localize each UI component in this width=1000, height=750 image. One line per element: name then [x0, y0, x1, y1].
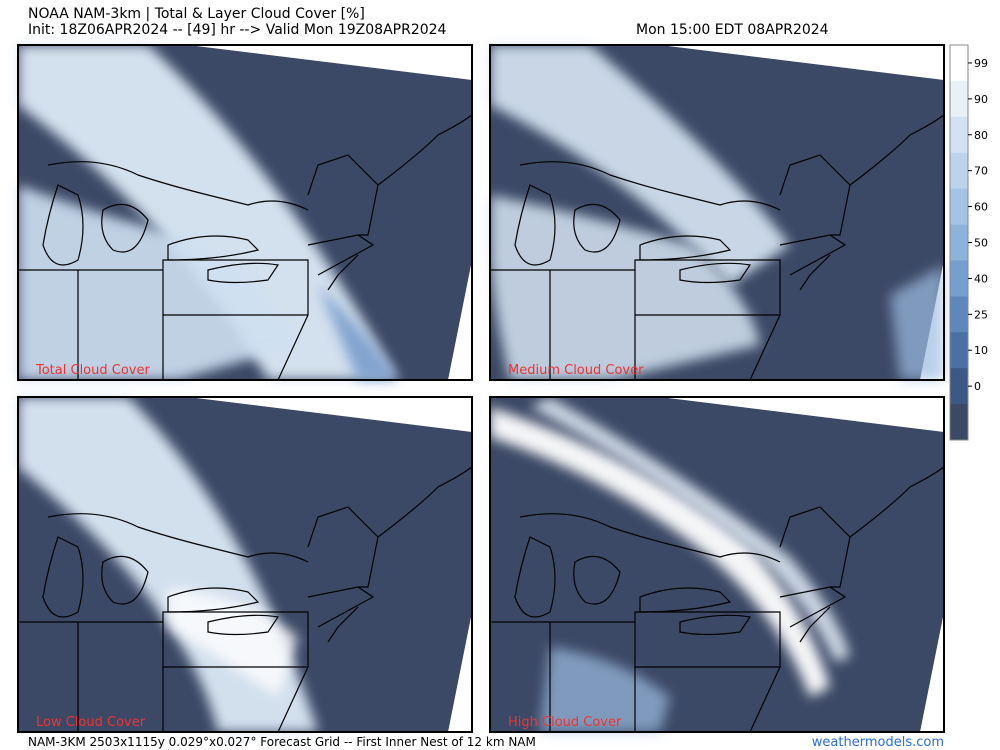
panel-label: Medium Cloud Cover — [508, 363, 644, 378]
colorbar-tick-label: 10 — [974, 344, 988, 357]
title: NOAA NAM-3km | Total & Layer Cloud Cover… — [28, 6, 365, 22]
valid-time: Mon 15:00 EDT 08APR2024 — [636, 22, 829, 38]
panel-label: Low Cloud Cover — [36, 715, 146, 730]
map-panel: Total Cloud Cover — [17, 44, 473, 381]
colorbar-tick-label: 60 — [974, 201, 988, 214]
footer-info: NAM-3KM 2503x1115y 0.029°x0.027° Forecas… — [28, 735, 536, 749]
init-line: Init: 18Z06APR2024 -- [49] hr --> Valid … — [28, 22, 447, 38]
colorbar-tick-label: 40 — [974, 272, 988, 285]
colorbar-tick-label: 99 — [974, 57, 988, 70]
colorbar-tick-label: 0 — [974, 380, 981, 393]
colorbar-tick-label: 90 — [974, 93, 988, 106]
colorbar-tick-label: 80 — [974, 129, 988, 142]
map-panel: High Cloud Cover — [489, 396, 945, 733]
panel-label: Total Cloud Cover — [35, 363, 150, 378]
panel-label: High Cloud Cover — [508, 715, 622, 730]
colorbar-tick-label: 50 — [974, 237, 988, 250]
footer-source: weathermodels.com — [812, 735, 944, 750]
map-panel: Medium Cloud Cover — [489, 44, 945, 381]
colorbar-tick-label: 70 — [974, 165, 988, 178]
colorbar: 99 90 80 70 60 50 40 25 10 0 — [949, 44, 988, 441]
map-panel: Low Cloud Cover — [17, 396, 473, 733]
colorbar-tick-label: 25 — [974, 308, 988, 321]
